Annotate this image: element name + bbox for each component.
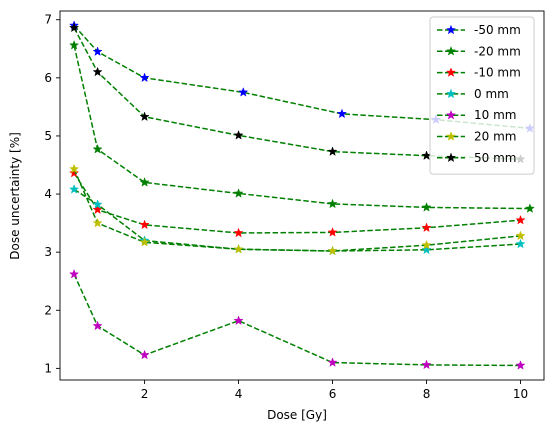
data-point [92, 46, 103, 56]
data-point [238, 87, 249, 97]
data-point [92, 217, 103, 228]
data-point [92, 66, 103, 77]
legend-label: -20 mm [474, 44, 521, 58]
legend-marker [445, 152, 457, 163]
series-4 [69, 268, 526, 370]
x-tick-label: 10 [513, 387, 528, 401]
legend-item: 10 mm [437, 108, 516, 122]
legend-marker [445, 67, 457, 77]
data-point [69, 163, 80, 174]
data-point [233, 188, 244, 198]
x-tick-label: 6 [329, 387, 337, 401]
data-point [327, 357, 338, 367]
legend-marker [445, 88, 457, 99]
legend-item: 20 mm [437, 130, 516, 144]
data-point [515, 360, 526, 370]
y-tick-label: 6 [44, 71, 52, 85]
legend-marker [445, 109, 457, 120]
data-point [421, 202, 432, 212]
data-point [139, 349, 150, 360]
data-point [139, 111, 150, 122]
plot-area [69, 20, 535, 370]
legend-item: -20 mm [437, 44, 521, 58]
legend-label: 10 mm [474, 108, 516, 122]
series-2 [69, 167, 526, 238]
legend-label: 0 mm [474, 87, 509, 101]
legend-label: -10 mm [474, 66, 521, 80]
y-tick-label: 5 [44, 129, 52, 143]
data-point [327, 146, 338, 156]
legend-label: -50 mm [474, 23, 521, 37]
legend-label: 20 mm [474, 130, 516, 144]
data-point [515, 238, 526, 249]
data-point [233, 130, 244, 140]
data-point [92, 320, 103, 331]
data-point [515, 230, 526, 241]
data-point [421, 222, 432, 233]
legend-marker [445, 45, 457, 56]
y-tick-label: 7 [44, 13, 52, 27]
data-point [69, 184, 80, 194]
x-tick-label: 8 [423, 387, 431, 401]
data-point [92, 143, 103, 154]
data-point [233, 315, 244, 326]
legend-item: 50 mm [437, 151, 516, 165]
data-point [327, 245, 338, 256]
data-point [92, 199, 103, 209]
legend-item: 0 mm [437, 87, 509, 101]
data-point [233, 227, 244, 238]
data-point [69, 167, 80, 178]
data-point [515, 214, 526, 225]
y-axis-label: Dose uncertainty [%] [8, 132, 22, 260]
x-tick-label: 4 [235, 387, 243, 401]
legend: -50 mm -20 mm -10 mm 0 mm 10 mm 20 mm 50 mm [429, 16, 535, 175]
y-tick-label: 1 [44, 361, 52, 375]
plot-frame [59, 10, 545, 381]
data-point [336, 108, 347, 119]
data-point [421, 244, 432, 255]
series-1 [69, 39, 535, 213]
x-tick-label: 2 [141, 387, 149, 401]
data-point [421, 359, 432, 370]
data-point [92, 204, 103, 215]
data-point [233, 243, 244, 254]
series-5 [69, 163, 526, 256]
data-point [139, 219, 150, 230]
x-axis-label: Dose [Gy] [267, 408, 327, 422]
data-point [327, 227, 338, 237]
y-tick-label: 2 [44, 303, 52, 317]
y-tick-label: 3 [44, 245, 52, 259]
legend-item: -10 mm [437, 66, 521, 80]
data-point [524, 203, 535, 213]
data-point [139, 236, 150, 247]
data-point [69, 39, 80, 50]
data-point [69, 22, 80, 33]
legend-label: 50 mm [474, 151, 516, 165]
legend-item: -50 mm [437, 23, 521, 37]
data-point [421, 239, 432, 250]
data-point [327, 198, 338, 209]
data-point [139, 177, 150, 187]
y-tick-label: 4 [44, 187, 52, 201]
legend-marker [445, 24, 457, 35]
data-point [69, 268, 80, 279]
legend-box [429, 16, 535, 175]
data-point [139, 72, 150, 83]
legend-marker [445, 131, 457, 141]
